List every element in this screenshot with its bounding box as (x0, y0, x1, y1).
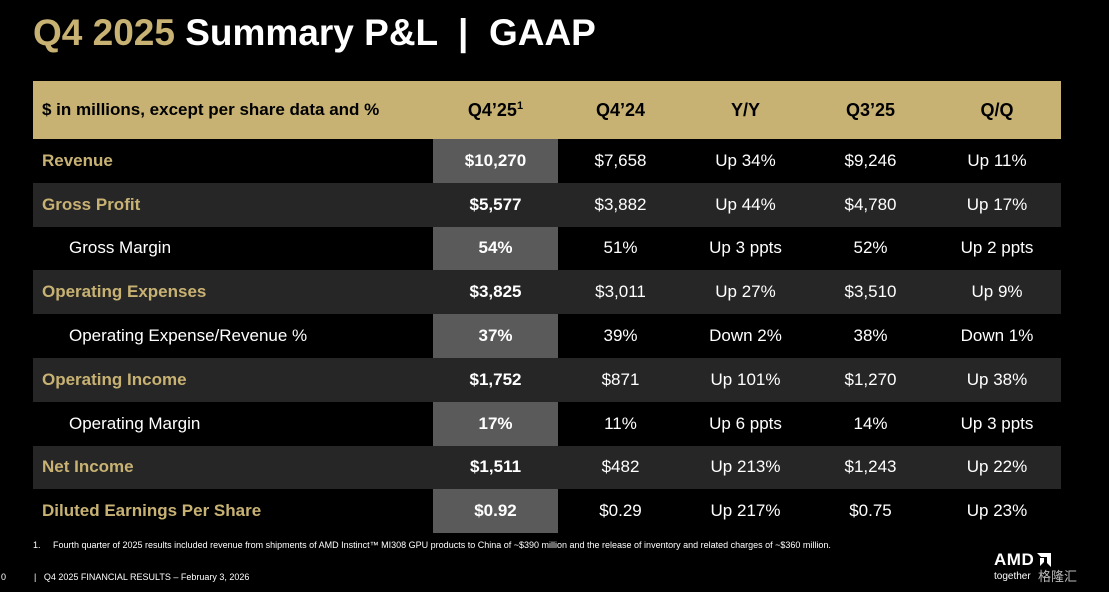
cell-q325: $1,243 (844, 457, 897, 477)
header-q425-footnote: 1 (516, 99, 524, 112)
cell-q425: 37% (478, 326, 513, 346)
cell-q325: 38% (853, 326, 888, 346)
cell-qq: Up 11% (967, 150, 1027, 170)
table-row: Operating Expense/Revenue % 37% 39% Down 2%… (33, 314, 1061, 358)
table-row: Gross Margin 54% 51% Up 3 ppts 52% Up 2 ppts (33, 227, 1061, 271)
cell-qq: Up 17% (966, 194, 1028, 214)
cell-yy: Up 34% (715, 150, 776, 170)
cell-q424: $7,658 (594, 150, 647, 170)
table-row: Diluted Earnings Per Share $0.92 $0.29 Up 2… (33, 489, 1061, 533)
cell-q425: $0.92 (474, 501, 517, 521)
row-label-text: Revenue (42, 150, 113, 170)
cell-q425: 54% (478, 238, 513, 258)
cell-yy: Down 2% (709, 326, 782, 346)
row-label: Gross Profit (33, 195, 433, 215)
row-label: Operating Expense/Revenue % (33, 326, 433, 346)
table-row: Operating Income $1,752 $871 Up 101% $1,270 U… (33, 357, 1061, 402)
cell-q325: 52% (853, 238, 888, 258)
cell-q425: $1,752 (469, 369, 522, 389)
cell-q425: $1,511 (469, 457, 522, 477)
table-body: Revenue $10,270 $7,658 Up 34% $9,246 Up 11% Gr… (33, 139, 1061, 533)
cell-qq: Up 38% (966, 369, 1028, 389)
cell-qq: Up 3 ppts (960, 413, 1034, 433)
amd-arrow-icon (1037, 553, 1052, 567)
cell-q424: 51% (603, 238, 638, 258)
cell-yy: Up 6 ppts (709, 413, 782, 433)
header-yy: Y/Y (730, 99, 760, 120)
cell-q425: $10,270 (464, 150, 527, 170)
header-qq: Q/Q (980, 99, 1014, 120)
watermark: 格隆汇 (1038, 569, 1078, 584)
amd-logo: AMD together (994, 550, 1104, 582)
cell-q424: 39% (603, 326, 638, 346)
cell-yy: Up 213% (710, 457, 781, 477)
cell-q425: 17% (478, 413, 513, 433)
cell-qq: Up 22% (966, 457, 1028, 477)
header-q425-text: Q4’25 (467, 99, 517, 120)
cell-qq: Up 23% (966, 501, 1028, 521)
table-row: Revenue $10,270 $7,658 Up 34% $9,246 Up 11% (33, 139, 1061, 183)
cell-q425: $3,825 (469, 282, 522, 302)
table-row: Gross Profit $5,577 $3,882 Up 44% $4,780 Up 1… (33, 182, 1061, 227)
pl-table: $ in millions, except per share data and… (33, 81, 1061, 533)
cell-yy: Up 217% (710, 501, 781, 521)
cell-q424: $3,882 (594, 194, 647, 214)
row-label-text: Gross Profit (42, 194, 141, 214)
row-label: Gross Margin (33, 238, 433, 258)
cell-yy: Up 3 ppts (709, 238, 782, 258)
row-label-text: Operating Income (42, 369, 187, 389)
slide-footer: 0 | Q4 2025 FINANCIAL RESULTS – February … (0, 572, 249, 582)
row-label: Operating Income (33, 370, 433, 390)
logo-tagline: together (994, 571, 1031, 582)
table-row: Operating Expenses $3,825 $3,011 Up 27% $3,5… (33, 270, 1061, 315)
table-row: Net Income $1,511 $482 Up 213% $1,243 Up 22% (33, 445, 1061, 490)
header-q425: Q4’251 (433, 100, 558, 121)
row-label-text: Gross Margin (69, 238, 172, 258)
footer-text: | Q4 2025 FINANCIAL RESULTS – February 3… (34, 572, 250, 582)
cell-q424: $0.29 (599, 501, 642, 521)
cell-q325: $9,246 (844, 150, 897, 170)
table-header: $ in millions, except per share data and… (33, 81, 1061, 139)
page-number: 0 (1, 572, 7, 582)
cell-q325: $1,270 (844, 369, 897, 389)
row-label: Revenue (33, 151, 433, 171)
cell-q325: $3,510 (844, 282, 897, 302)
cell-q424: $871 (601, 369, 640, 389)
footnote-text: Fourth quarter of 2025 results included … (53, 540, 831, 550)
cell-qq: Up 2 ppts (960, 238, 1034, 258)
row-label: Operating Margin (33, 414, 433, 434)
header-q424: Q4’24 (595, 99, 646, 120)
slide-title-rest: Summary P&L | GAAP (174, 12, 596, 53)
row-label-text: Operating Margin (69, 413, 201, 433)
row-label: Diluted Earnings Per Share (33, 501, 433, 521)
row-label: Net Income (33, 457, 433, 477)
cell-q424: $482 (601, 457, 640, 477)
row-label-text: Operating Expenses (42, 282, 207, 302)
logo-brand: AMD (994, 550, 1035, 569)
cell-q325: $0.75 (849, 501, 892, 521)
cell-q424: 11% (604, 413, 637, 433)
cell-qq: Down 1% (960, 326, 1034, 346)
row-label: Operating Expenses (33, 282, 433, 302)
row-label-text: Net Income (42, 457, 134, 477)
cell-qq: Up 9% (971, 282, 1023, 302)
slide-title-accent: Q4 2025 (33, 12, 175, 53)
row-label-text: Diluted Earnings Per Share (42, 501, 262, 521)
cell-yy: Up 27% (715, 282, 776, 302)
row-label-text: Operating Expense/Revenue % (69, 326, 308, 346)
cell-yy: Up 44% (715, 194, 776, 214)
cell-q424: $3,011 (595, 282, 646, 302)
slide-title: Q4 2025 Summary P&L | GAAP (33, 12, 596, 54)
cell-q425: $5,577 (469, 194, 522, 214)
header-label: $ in millions, except per share data and… (42, 100, 380, 119)
header-q325: Q3’25 (845, 99, 896, 120)
footnote-number: 1. (33, 540, 41, 550)
cell-q325: 14% (853, 413, 888, 433)
cell-yy: Up 101% (710, 369, 781, 389)
table-row: Operating Margin 17% 11% Up 6 ppts 14% Up 3 p… (33, 402, 1061, 446)
cell-q325: $4,780 (844, 194, 897, 214)
footnote: 1. Fourth quarter of 2025 results include… (33, 540, 831, 550)
